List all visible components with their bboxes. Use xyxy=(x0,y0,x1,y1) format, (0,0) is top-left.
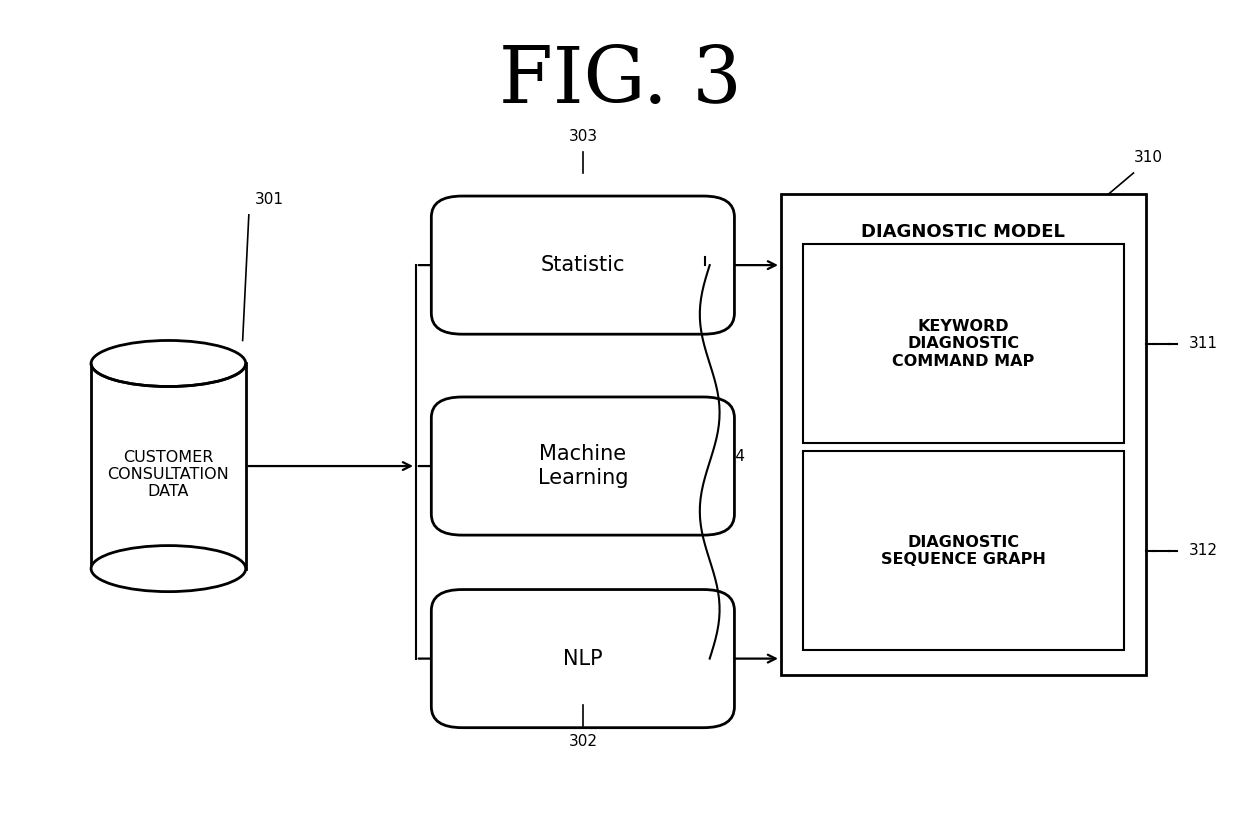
Text: 302: 302 xyxy=(568,734,598,749)
Text: 310: 310 xyxy=(1133,150,1162,165)
Text: Machine
Learning: Machine Learning xyxy=(538,444,629,488)
FancyBboxPatch shape xyxy=(432,590,734,727)
Text: 304: 304 xyxy=(717,449,745,464)
Text: CUSTOMER
CONSULTATION
DATA: CUSTOMER CONSULTATION DATA xyxy=(108,449,229,499)
FancyBboxPatch shape xyxy=(91,364,246,569)
FancyBboxPatch shape xyxy=(432,196,734,334)
FancyBboxPatch shape xyxy=(432,397,734,535)
FancyBboxPatch shape xyxy=(804,244,1123,443)
Ellipse shape xyxy=(91,546,246,591)
Text: NLP: NLP xyxy=(563,648,603,669)
Text: Statistic: Statistic xyxy=(541,255,625,276)
Text: 301: 301 xyxy=(255,192,284,207)
Text: 311: 311 xyxy=(1189,336,1218,351)
FancyBboxPatch shape xyxy=(781,194,1146,675)
Text: DIAGNOSTIC
SEQUENCE GRAPH: DIAGNOSTIC SEQUENCE GRAPH xyxy=(880,534,1045,567)
Text: DIAGNOSTIC MODEL: DIAGNOSTIC MODEL xyxy=(862,223,1065,240)
Text: KEYWORD
DIAGNOSTIC
COMMAND MAP: KEYWORD DIAGNOSTIC COMMAND MAP xyxy=(893,318,1034,369)
Text: FIG. 3: FIG. 3 xyxy=(498,43,742,118)
Ellipse shape xyxy=(91,340,246,386)
Text: 312: 312 xyxy=(1189,543,1218,559)
FancyBboxPatch shape xyxy=(804,451,1123,650)
Text: 303: 303 xyxy=(568,129,598,144)
